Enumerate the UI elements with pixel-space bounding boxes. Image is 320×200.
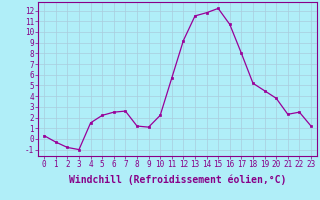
X-axis label: Windchill (Refroidissement éolien,°C): Windchill (Refroidissement éolien,°C) — [69, 175, 286, 185]
